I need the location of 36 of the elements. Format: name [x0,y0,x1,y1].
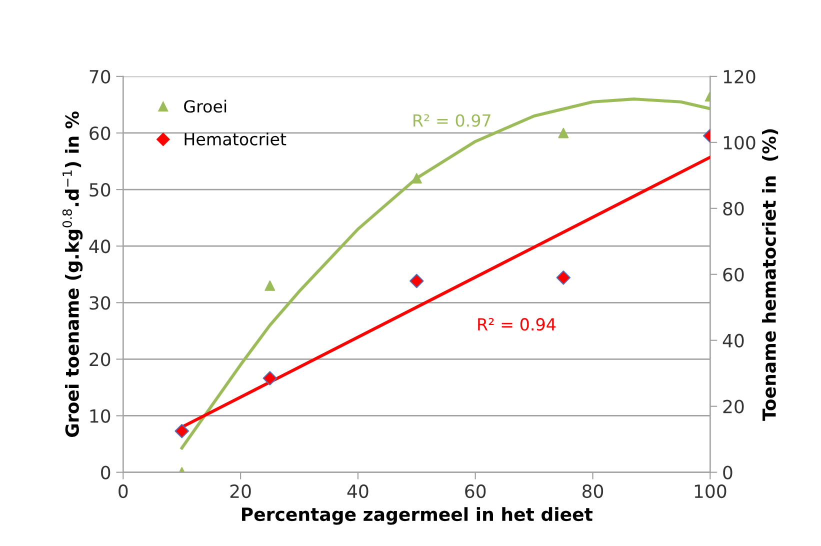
y-tick-label: 0 [101,466,110,480]
y-axis-title: Groei toename (g.kg$^{0.8}$.d$^{−1}$) in % [62,111,83,437]
point [262,371,278,386]
x-tick-label: 40 [347,484,368,498]
point [264,280,276,291]
point [174,424,189,438]
x-tick-label: 80 [582,484,604,498]
legend-label: Groei [184,100,226,113]
y-tick-label: 50 [90,183,110,197]
x-tick-label: 0 [118,484,128,498]
y2-tick-label: 60 [723,268,744,282]
y2-tick-label: 80 [723,202,744,216]
y2-tick-label: 120 [724,70,756,84]
annotation: R² = 0.97 [414,114,490,127]
annotation: R² = 0.94 [478,318,556,331]
x-tick-label: 100 [694,484,726,498]
y-tick-label: 20 [90,352,110,366]
x-tick-label: 60 [465,484,486,498]
y-tick-label: 60 [90,126,110,140]
point [558,128,569,138]
y-tick-label: 40 [89,240,110,254]
x-axis-title: Percentage zagermeel in het dieet [242,507,593,525]
y-tick-label: 30 [90,296,110,310]
y-tick-label: 10 [90,409,110,423]
y2-tick-label: 40 [722,334,744,348]
y2-tick-label: 20 [723,400,744,414]
y-tick-label: 70 [90,70,110,84]
y2-tick-label: 0 [723,466,732,480]
y2-tick-label: 100 [724,136,756,150]
point [556,270,571,285]
point [410,274,424,288]
x-tick-label: 20 [230,484,251,498]
y2-axis-title: Toename hematocriet in (%) [762,129,778,421]
legend-label: Hematocriet [184,132,286,146]
point [411,173,422,184]
line-series [180,98,710,450]
